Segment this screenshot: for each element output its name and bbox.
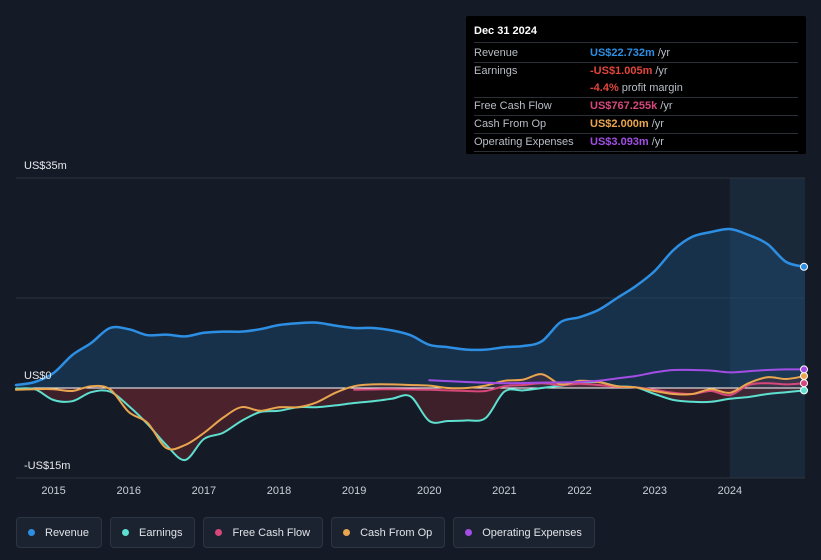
x-tick-label: 2016 [116,485,141,497]
tooltip-unit: profit margin [621,82,683,94]
tooltip-label: Operating Expenses [474,136,574,148]
tooltip-row-cfo: Cash From Op US$2.000m /yr [474,116,798,134]
earnings-area [16,381,805,461]
tooltip-unit: /yr [651,136,664,148]
tooltip-unit: /yr [651,118,664,130]
legend-label: Revenue [45,526,90,539]
legend-dot-icon [465,529,473,536]
tooltip-value: US$2.000m [590,118,649,130]
legend-label: Free Cash Flow [232,526,311,539]
y-label-bottom: -US$15m [24,460,71,472]
y-label-zero: US$0 [24,370,52,382]
x-tick-label: 2022 [567,485,592,497]
x-tick-label: 2019 [341,485,367,497]
legend-item-operating-expenses[interactable]: Operating Expenses [453,517,595,548]
x-tick-label: 2023 [642,485,667,497]
y-label-top: US$35m [24,160,67,172]
tooltip-unit: /yr [655,65,668,77]
forecast-shading [729,178,805,478]
legend-item-earnings[interactable]: Earnings [110,517,196,548]
x-tick-label: 2020 [417,485,442,497]
tooltip-date: Dec 31 2024 [474,24,798,43]
tooltip-label: Cash From Op [474,118,547,130]
free-cash-flow-line [353,382,806,397]
tooltip-value: US$767.255k [590,100,658,112]
operating-expenses-line [428,368,806,385]
legend-label: Operating Expenses [482,526,582,539]
tooltip-value: -US$1.005m [590,65,653,77]
tooltip-value: -4.4% [590,82,619,94]
legend-item-free-cash-flow[interactable]: Free Cash Flow [203,517,324,548]
tooltip-value: US$3.093m [590,136,649,148]
legend-dot-icon [122,529,130,536]
x-tick-label: 2024 [717,485,743,497]
x-tick-label: 2021 [492,485,517,497]
tooltip-label: Earnings [474,65,518,77]
earnings-end-dot [800,386,808,395]
x-tick-label: 2018 [266,485,292,497]
tooltip-unit: /yr [660,100,673,112]
tooltip-row-margin: -4.4% profit margin [474,80,798,98]
cash-from-op-line [15,373,806,451]
tooltip-label: Revenue [474,47,519,59]
legend-dot-icon [343,529,351,536]
tooltip-row-opex: Operating Expenses US$3.093m /yr [474,134,798,152]
tooltip-unit: /yr [657,47,671,59]
revenue-area [16,228,805,388]
legend-item-revenue[interactable]: Revenue [16,517,103,548]
tooltip-row-fcf: Free Cash Flow US$767.255k /yr [474,98,798,116]
tooltip-label [474,80,590,97]
legend-dot-icon [28,529,35,536]
legend-item-cash-from-op[interactable]: Cash From Op [331,517,446,548]
tooltip-row-revenue: Revenue US$22.732m /yr [474,45,798,63]
legend-label: Earnings [139,526,183,539]
revenue-end-dot [800,262,808,271]
tooltip-value: US$22.732m [590,47,655,59]
cash-from-op-area [16,374,805,450]
tooltip-row-earnings: Earnings -US$1.005m /yr [474,63,798,80]
x-tick-label: 2017 [191,485,217,497]
legend-label: Cash From Op [360,526,433,539]
tooltip-label: Free Cash Flow [474,100,552,112]
legend: Revenue Earnings Free Cash Flow Cash Fro… [16,517,595,548]
revenue-line [14,227,807,387]
x-tick-label: 2015 [41,485,66,497]
operating-expenses-end-dot [800,365,808,374]
free-cash-flow-end-dot [800,379,808,388]
cash-from-op-end-dot [800,372,808,380]
tooltip: Dec 31 2024 Revenue US$22.732m /yr Earni… [466,16,806,154]
legend-dot-icon [215,529,223,536]
